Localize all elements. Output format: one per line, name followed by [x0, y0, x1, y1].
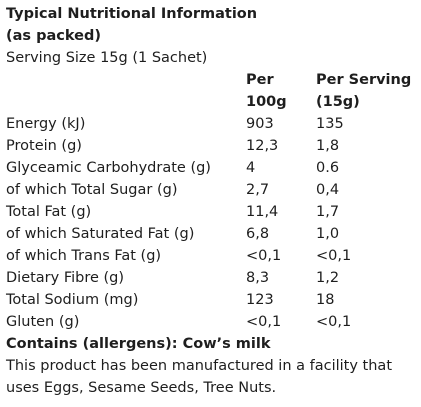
table-row: Protein (g) 12,3 1,8: [6, 135, 416, 157]
row-serving: 1,0: [316, 226, 340, 242]
row-label: Protein (g): [6, 138, 82, 154]
row-serving: 18: [316, 292, 335, 308]
row-label: of which Saturated Fat (g): [6, 226, 195, 242]
header-serving-line1: Per Serving: [316, 72, 412, 88]
table-row: of which Total Sugar (g) 2,7 0,4: [6, 179, 416, 201]
header-row-1: Per Per Serving: [6, 69, 416, 91]
table-row: Total Fat (g) 11,4 1,7: [6, 201, 416, 223]
row-per100: 8,3: [246, 270, 270, 286]
row-per100: <0,1: [246, 248, 282, 264]
row-label: Energy (kJ): [6, 116, 86, 132]
row-label: Dietary Fibre (g): [6, 270, 125, 286]
row-serving: 1,2: [316, 270, 340, 286]
row-label: Total Sodium (mg): [6, 292, 139, 308]
row-per100: 12,3: [246, 138, 279, 154]
facility-statement-line2: uses Eggs, Sesame Seeds, Tree Nuts.: [6, 380, 277, 396]
table-row: Glyceamic Carbohydrate (g) 4 0.6: [6, 157, 416, 179]
table-row: Dietary Fibre (g) 8,3 1,2: [6, 267, 416, 289]
row-serving: 135: [316, 116, 344, 132]
table-row: Total Sodium (mg) 123 18: [6, 289, 416, 311]
row-serving: <0,1: [316, 248, 352, 264]
row-per100: 4: [246, 160, 256, 176]
row-per100: 6,8: [246, 226, 270, 242]
allergens-statement: Contains (allergens): Cow’s milk: [6, 336, 271, 352]
row-serving: 1,8: [316, 138, 340, 154]
header-empty: [6, 69, 246, 91]
nutrition-table: Per Per Serving 100g (15g) Energy (kJ) 9…: [6, 69, 416, 333]
facility-statement-line1: This product has been manufactured in a …: [6, 358, 392, 374]
header-row-2: 100g (15g): [6, 91, 416, 113]
row-label: Gluten (g): [6, 314, 80, 330]
header-serving-line2: (15g): [316, 94, 360, 110]
row-per100: 2,7: [246, 182, 270, 198]
row-per100: 123: [246, 292, 274, 308]
row-per100: 903: [246, 116, 274, 132]
table-row: of which Trans Fat (g) <0,1 <0,1: [6, 245, 416, 267]
table-row: of which Saturated Fat (g) 6,8 1,0: [6, 223, 416, 245]
row-per100: 11,4: [246, 204, 279, 220]
row-serving: 1,7: [316, 204, 340, 220]
row-per100: <0,1: [246, 314, 282, 330]
table-row: Gluten (g) <0,1 <0,1: [6, 311, 416, 333]
serving-size: Serving Size 15g (1 Sachet): [6, 50, 208, 66]
row-serving: 0.6: [316, 160, 340, 176]
panel-subtitle: (as packed): [6, 28, 101, 44]
row-serving: <0,1: [316, 314, 352, 330]
header-per100-line1: Per: [246, 72, 274, 88]
row-serving: 0,4: [316, 182, 340, 198]
table-row: Energy (kJ) 903 135: [6, 113, 416, 135]
header-per100-line2: 100g: [246, 94, 287, 110]
row-label: Total Fat (g): [6, 204, 92, 220]
row-label: of which Trans Fat (g): [6, 248, 162, 264]
row-label: Glyceamic Carbohydrate (g): [6, 160, 211, 176]
header-empty: [6, 91, 246, 113]
panel-title: Typical Nutritional Information: [6, 6, 258, 22]
row-label: of which Total Sugar (g): [6, 182, 178, 198]
